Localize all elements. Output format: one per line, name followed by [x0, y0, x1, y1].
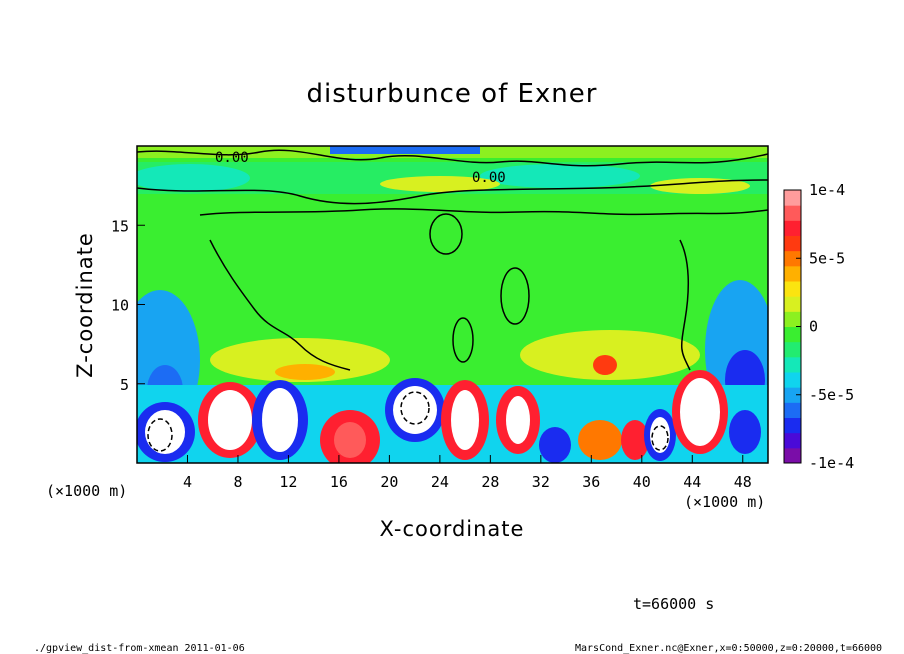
colorbar-tick-label: 5e-5 — [809, 249, 845, 267]
x-tick-label: 48 — [734, 473, 752, 491]
colorbar-tick-label: 1e-4 — [809, 181, 845, 199]
contour-label: 0.00 — [472, 170, 506, 186]
colorbar-ticks: 1e-4 5e-5 0 -5e-5 -1e-4 — [796, 181, 854, 472]
colorbar-swatch — [784, 265, 801, 282]
colorbar-swatch — [784, 341, 801, 358]
x-tick-label: 12 — [279, 473, 297, 491]
colorbar-swatch — [784, 432, 801, 449]
footer-left: ./gpview_dist-from-xmean 2011-01-06 — [34, 643, 245, 654]
y-tick-label: 5 — [120, 376, 129, 394]
x-axis-label: X-coordinate — [380, 517, 525, 541]
colorbar-tick-label: -1e-4 — [809, 454, 854, 472]
x-tick-label: 28 — [481, 473, 499, 491]
bottom-cells — [137, 370, 761, 463]
y-tick-label: 15 — [111, 217, 129, 235]
colorbar — [784, 190, 801, 464]
x-tick-label: 40 — [633, 473, 651, 491]
x-tick-label: 36 — [582, 473, 600, 491]
time-label: t=66000 s — [633, 595, 714, 613]
colorbar-swatch — [784, 402, 801, 418]
x-tick-label: 20 — [380, 473, 398, 491]
colorbar-swatch — [784, 205, 801, 221]
colorbar-swatch — [784, 326, 801, 343]
y-tick-label: 10 — [111, 297, 129, 315]
colorbar-swatch — [784, 447, 801, 464]
colorbar-swatch — [784, 417, 801, 434]
x-axis-ticks: 4 8 12 16 20 24 28 32 36 40 44 48 — [183, 455, 752, 491]
colorbar-swatch — [784, 250, 801, 267]
colorbar-swatch — [784, 311, 801, 327]
x-tick-label: 4 — [183, 473, 192, 491]
colorbar-swatch — [784, 372, 801, 388]
x-tick-label: 8 — [233, 473, 242, 491]
y-axis-label: Z-coordinate — [73, 232, 97, 378]
colorbar-swatch — [784, 296, 801, 312]
colorbar-swatch — [784, 220, 801, 236]
x-unit-label: (×1000 m) — [684, 493, 765, 511]
heatmap-field — [137, 146, 768, 463]
contour-lines — [137, 149, 768, 452]
colorbar-swatch — [784, 281, 801, 297]
colorbar-tick-label: -5e-5 — [809, 386, 854, 404]
colorbar-swatch — [784, 235, 801, 252]
y-unit-label: (×1000 m) — [46, 482, 127, 500]
footer-right: MarsCond_Exner.nc@Exner,x=0:50000,z=0:20… — [575, 643, 882, 654]
colorbar-swatch — [784, 190, 801, 206]
colorbar-swatch — [784, 387, 801, 403]
x-tick-label: 44 — [683, 473, 701, 491]
y-axis-ticks: 5 10 15 — [111, 217, 145, 394]
x-tick-label: 32 — [532, 473, 550, 491]
colorbar-tick-label: 0 — [809, 318, 818, 336]
x-tick-label: 16 — [330, 473, 348, 491]
colorbar-swatch — [784, 356, 801, 373]
x-tick-label: 24 — [431, 473, 449, 491]
contour-label: 0.00 — [215, 150, 249, 166]
chart-title: disturbunce of Exner — [307, 79, 598, 109]
